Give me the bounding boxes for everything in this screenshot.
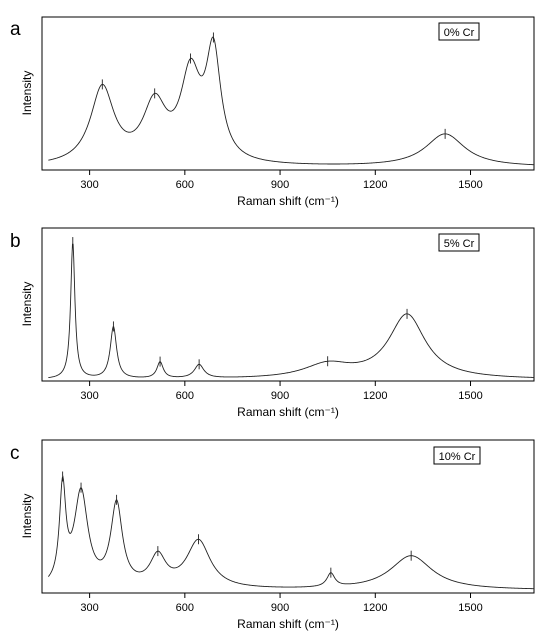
panel-b-x-tick-label: 1500 — [458, 390, 482, 402]
panel-b-legend-text: 5% Cr — [444, 238, 475, 250]
panel-a-x-tick-label: 600 — [176, 179, 194, 191]
panel-b-frame — [41, 227, 535, 382]
panel-a-legend-text: 0% Cr — [444, 27, 475, 39]
panel-c-x-tick-label: 900 — [271, 602, 289, 614]
panel-b: 300 600 900 1200 1500 b Intensity Raman shif… — [10, 227, 535, 419]
panel-c-x-tick-label: 1500 — [458, 602, 482, 614]
panel-b-label: b — [10, 231, 21, 252]
panel-c-x-tick-label: 1200 — [363, 602, 387, 614]
panel-c-x-tick-label: 300 — [80, 602, 98, 614]
panel-c-x-ticks — [89, 593, 472, 598]
panel-a-peak-marks — [101, 32, 446, 139]
panel-c-spectrum-line — [47, 475, 535, 590]
panel-a-x-tick-label: 1500 — [458, 179, 482, 191]
panel-b-x-tick-label: 600 — [176, 390, 194, 402]
panel-b-x-ticks — [89, 381, 472, 386]
panel-c-x-axis-label: Raman shift (cm⁻¹) — [237, 617, 339, 631]
panel-b-x-axis-label: Raman shift (cm⁻¹) — [237, 405, 339, 419]
panel-c-frame — [41, 439, 535, 594]
panel-a: 300 600 900 1200 1500 a Intensity Raman shif… — [10, 16, 535, 208]
panel-c-label: c — [10, 443, 20, 464]
panel-a-x-tick-labels: 300 600 900 1200 1500 — [80, 179, 482, 191]
panel-c-peak-marks — [62, 471, 412, 578]
panel-b-x-tick-label: 300 — [80, 390, 98, 402]
panel-a-legend-box — [438, 22, 480, 41]
panel-b-legend-box — [438, 233, 480, 252]
panel-c-x-tick-labels: 300 600 900 1200 1500 — [80, 602, 482, 614]
panel-b-x-tick-label: 1200 — [363, 390, 387, 402]
panel-c-y-axis-label: Intensity — [20, 494, 34, 539]
panel-c: 300 600 900 1200 1500 c Intensity Raman shif… — [10, 439, 535, 631]
panel-c-legend-box — [433, 446, 481, 465]
panel-c-legend-text: 10% Cr — [439, 451, 476, 463]
panel-a-x-tick-label: 900 — [271, 179, 289, 191]
panel-a-spectrum-line — [48, 36, 535, 166]
panel-a-x-ticks — [89, 170, 472, 175]
panel-b-peak-marks — [72, 237, 408, 370]
panel-c-x-tick-label: 600 — [176, 602, 194, 614]
panel-b-spectrum-line — [48, 243, 535, 379]
panel-b-x-tick-labels: 300 600 900 1200 1500 — [80, 390, 482, 402]
panel-a-x-tick-label: 300 — [80, 179, 98, 191]
panel-b-y-axis-label: Intensity — [20, 282, 34, 327]
panel-a-y-axis-label: Intensity — [20, 71, 34, 116]
panel-a-x-axis-label: Raman shift (cm⁻¹) — [237, 194, 339, 208]
panel-a-frame — [41, 16, 535, 171]
panel-a-x-tick-label: 1200 — [363, 179, 387, 191]
panel-a-label: a — [10, 19, 21, 40]
panel-b-x-tick-label: 900 — [271, 390, 289, 402]
